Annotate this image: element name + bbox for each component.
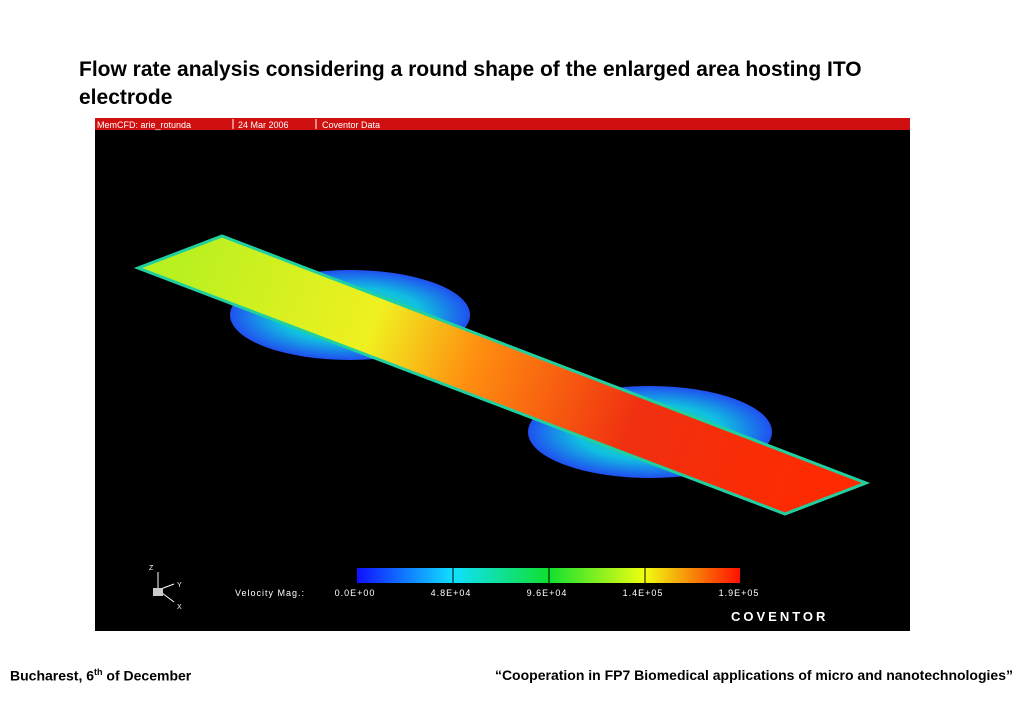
legend-label: Velocity Mag.: xyxy=(235,588,305,598)
channel xyxy=(133,234,871,516)
axis-label: Z xyxy=(149,565,154,572)
axis-triad: Z Y X xyxy=(149,565,182,611)
colorbar-tick: 1.4E+05 xyxy=(623,588,664,598)
header-text: Coventor Data xyxy=(322,120,380,130)
footer-text: Bucharest, 6 xyxy=(10,667,95,684)
footer-left: Bucharest, 6th of December xyxy=(10,667,191,684)
axis-label: Y xyxy=(177,582,182,589)
footer-right: “Cooperation in FP7 Biomedical applicati… xyxy=(494,667,1013,683)
axis-label: X xyxy=(177,604,182,611)
footer-text: of December xyxy=(102,667,192,684)
header-text: MemCFD: arie_rotunda xyxy=(97,120,191,130)
header-bar xyxy=(95,118,910,130)
colorbar-tick: 1.9E+05 xyxy=(719,588,760,598)
brand: COVENTOR xyxy=(731,609,828,624)
slide-title: Flow rate analysis considering a round s… xyxy=(79,58,862,109)
colorbar-tick: 9.6E+04 xyxy=(527,588,568,598)
header-text: 24 Mar 2006 xyxy=(238,120,289,130)
colorbar-tick: 4.8E+04 xyxy=(431,588,472,598)
footer-sup: th xyxy=(94,667,103,677)
colorbar-tick: 0.0E+00 xyxy=(335,588,376,598)
